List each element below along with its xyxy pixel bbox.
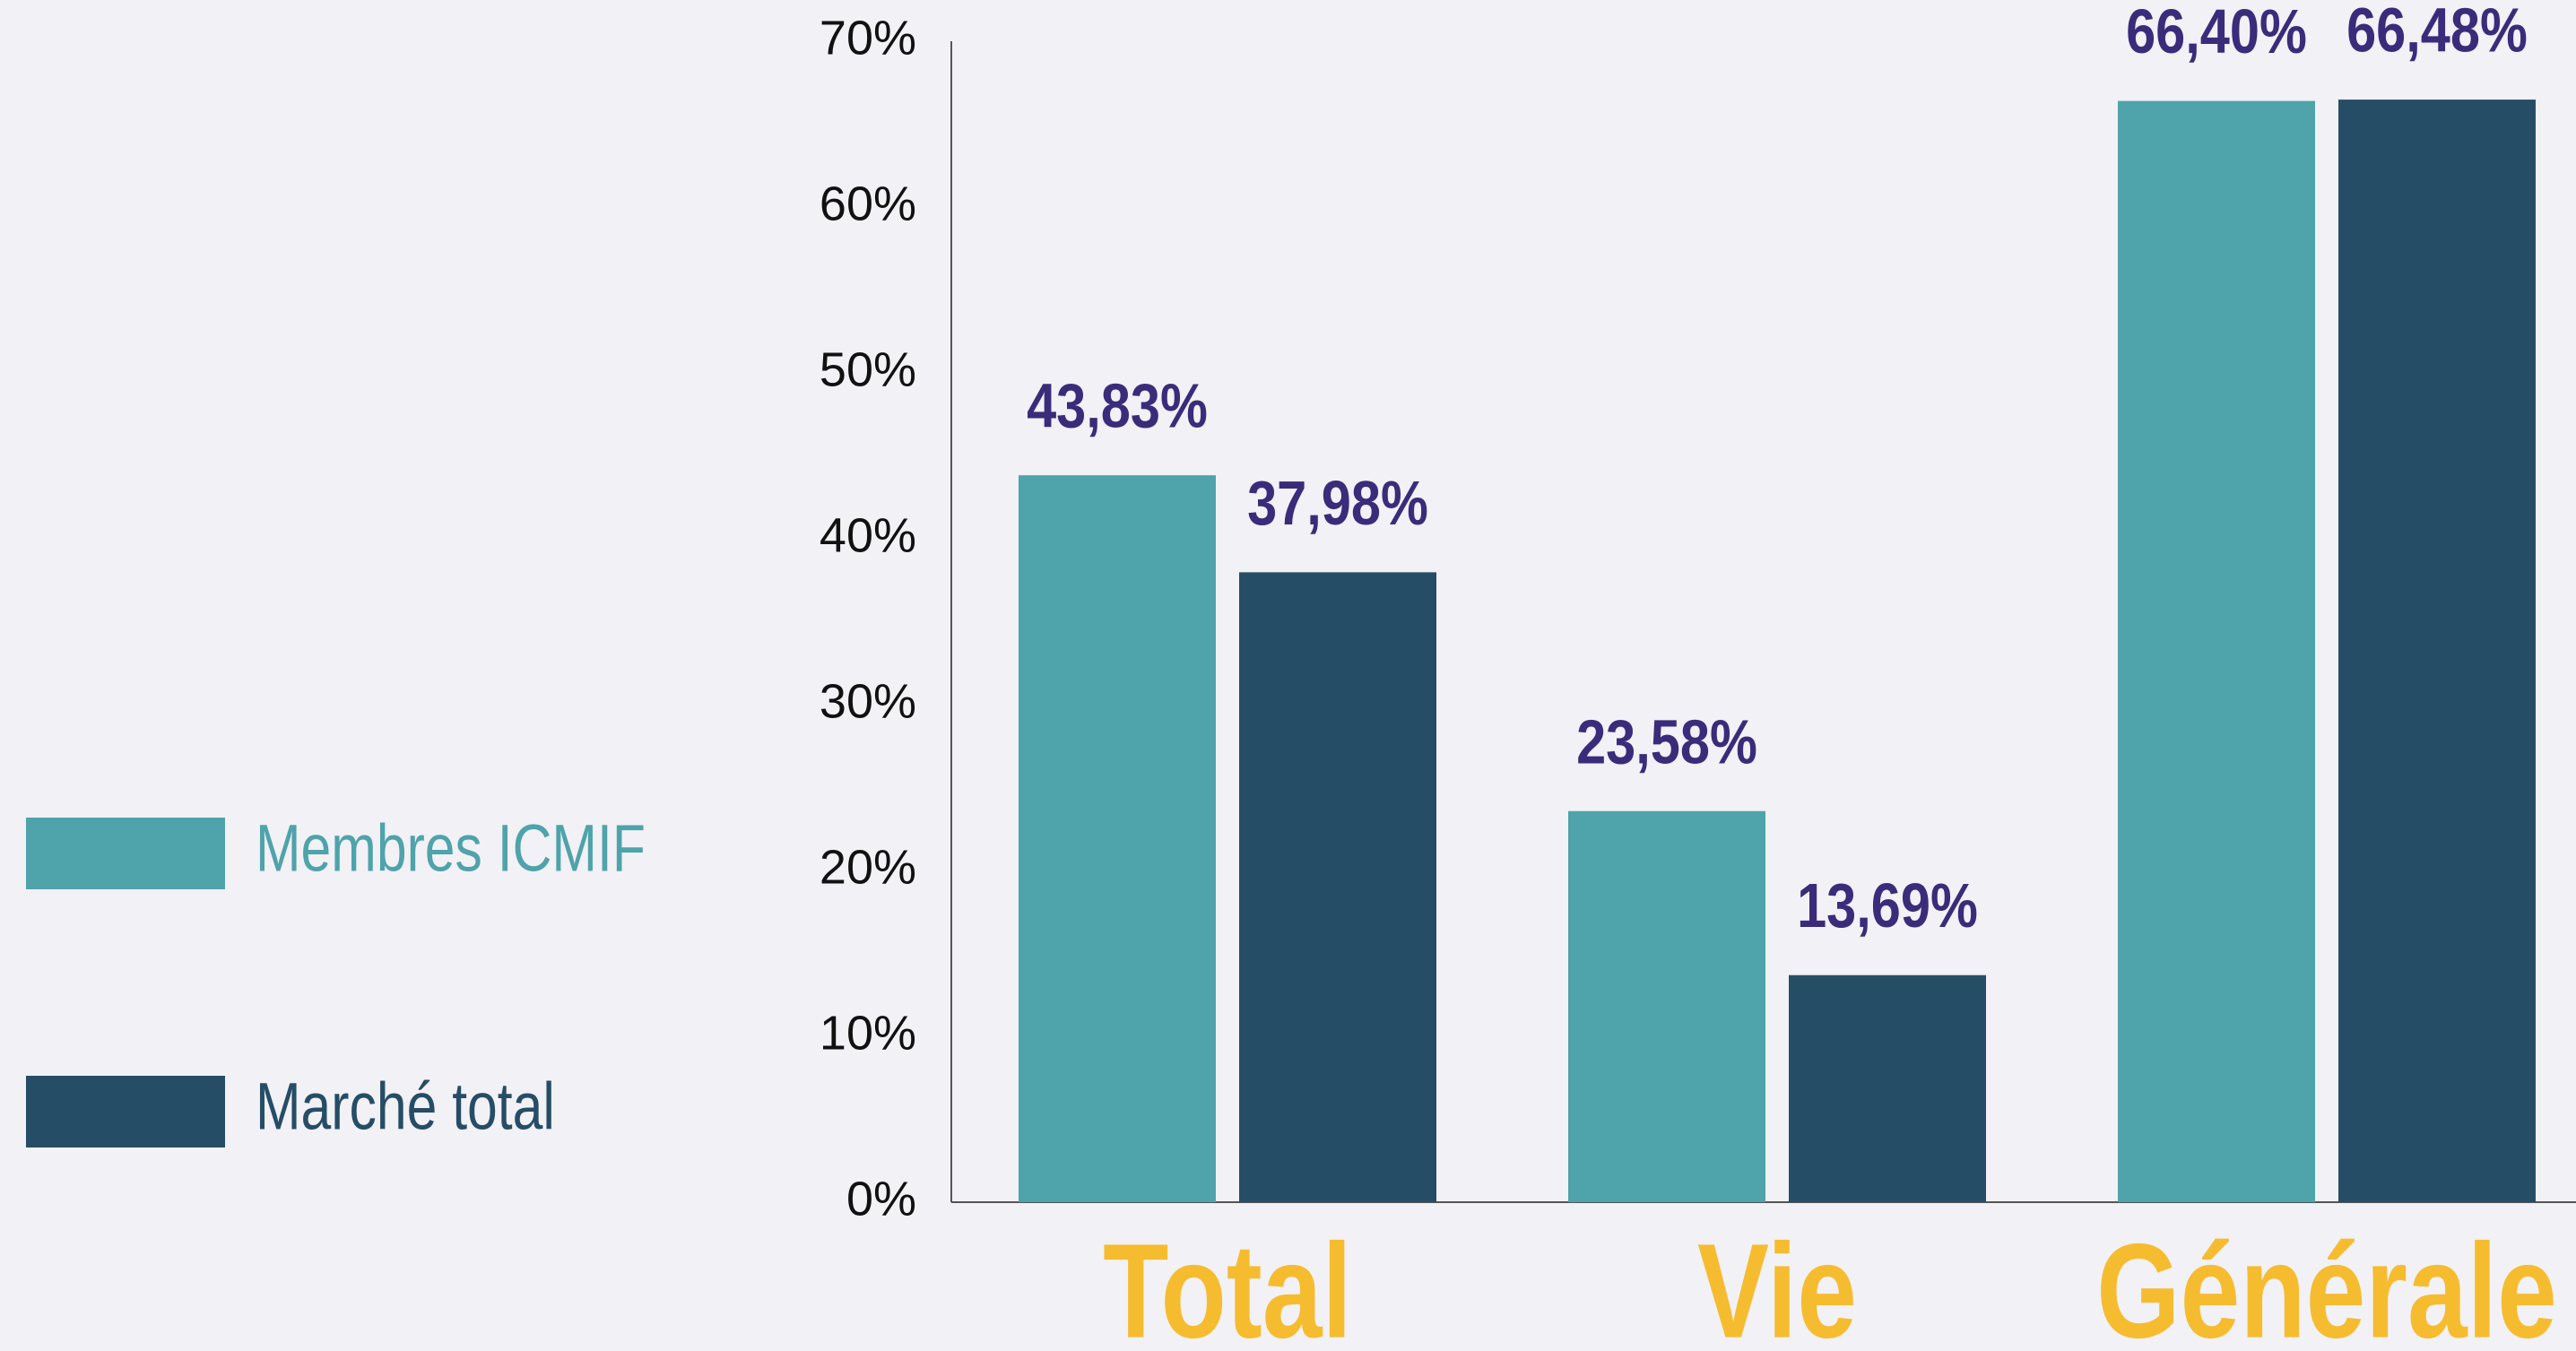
legend-label: Membres ICMIF — [256, 811, 646, 886]
x-tick-label: Total — [1103, 1216, 1352, 1351]
value-label: 66,40% — [2126, 0, 2307, 66]
value-label: 37,98% — [1247, 468, 1428, 538]
bar — [2118, 100, 2315, 1203]
value-label: 23,58% — [1576, 706, 1757, 776]
bar — [2338, 100, 2536, 1203]
y-tick-label: 40% — [820, 508, 916, 562]
y-tick-label: 60% — [820, 177, 916, 230]
value-label: 13,69% — [1797, 870, 1978, 940]
y-tick-label: 50% — [820, 342, 916, 396]
value-label: 43,83% — [1027, 371, 1208, 441]
y-tick-label: 20% — [820, 840, 916, 894]
y-tick-label: 70% — [820, 11, 916, 65]
y-tick-label: 30% — [820, 674, 916, 728]
x-tick-label: Vie — [1697, 1216, 1857, 1351]
legend-label: Marché total — [256, 1070, 555, 1144]
y-tick-label: 10% — [820, 1006, 916, 1060]
value-label: 66,48% — [2346, 0, 2528, 65]
y-tick-label: 0% — [846, 1172, 916, 1225]
legend-swatch — [26, 1076, 225, 1147]
bar — [1239, 572, 1436, 1202]
bar — [1568, 810, 1765, 1202]
legend-swatch — [26, 818, 225, 889]
bar — [1789, 974, 1986, 1202]
x-tick-label: Générale — [2096, 1216, 2557, 1351]
bar — [1019, 475, 1216, 1202]
